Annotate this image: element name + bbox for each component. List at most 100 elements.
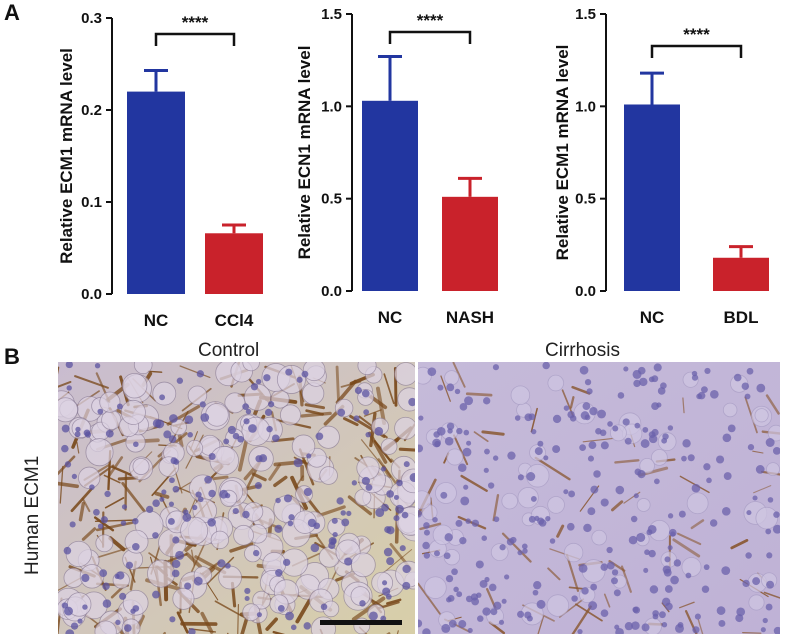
nucleus [455,519,463,527]
nucleus [75,426,81,432]
stain-streak [316,505,346,518]
nucleus [586,388,593,395]
nucleus [204,475,212,484]
hepatocyte [209,445,239,476]
nucleus [344,557,353,566]
nucleus [119,592,127,600]
nucleus [161,489,167,495]
category-label: NC [144,311,169,330]
hepatocyte [172,587,195,610]
nucleus [116,571,125,580]
nucleus [386,490,394,498]
nucleus [623,366,629,372]
hepatocyte [547,496,565,514]
significance-stars: **** [417,11,444,30]
nucleus [701,386,708,394]
stain-streak [176,611,189,634]
nucleus [510,536,517,544]
nucleus [64,461,72,468]
nucleus [741,382,750,390]
hepatocyte [446,448,464,466]
nucleus [384,526,392,534]
nucleus [169,616,176,623]
stain-streak [386,598,402,605]
nucleus [633,606,641,614]
nucleus [617,392,625,399]
hepatocyte [243,383,272,411]
nucleus [395,504,404,514]
significance-bracket [650,44,743,58]
category-label: NASH [446,308,494,327]
nucleus [290,624,297,631]
nucleus [116,403,123,410]
nucleus [121,504,128,510]
nucleus [667,513,674,519]
bar-nc [362,100,418,291]
nucleus [524,413,533,422]
nucleus [580,411,590,420]
nucleus [437,384,444,391]
nucleus [271,434,280,442]
stain-streak [107,456,124,478]
nucleus [283,494,292,503]
nucleus [600,609,609,618]
stain-streak [571,385,591,395]
nucleus [667,425,674,431]
hepatocyte [517,487,539,509]
nucleus [613,589,621,597]
nucleus [736,607,746,617]
nucleus [463,429,470,436]
nucleus [125,561,134,569]
nucleus [69,521,76,528]
hepatocyte [356,456,380,480]
nucleus [184,415,194,424]
nucleus [552,445,561,454]
stain-streak [154,491,170,499]
nucleus [65,362,73,369]
nucleus [755,465,765,474]
nucleus [163,430,172,439]
nucleus [336,497,344,505]
nucleus [440,491,448,499]
nucleus [418,444,424,453]
hepatocyte [766,462,780,477]
nucleus [501,598,507,604]
nucleus [612,425,619,432]
nucleus [152,532,159,539]
nucleus [84,431,92,438]
nucleus [691,374,699,381]
nucleus [133,441,139,448]
nucleus [61,424,70,433]
stain-streak [185,552,203,569]
bar-nc [624,104,680,291]
cirrhosis-title: Cirrhosis [545,340,620,361]
nucleus [651,402,660,411]
nucleus [451,568,458,576]
nucleus [124,624,132,632]
nucleus [721,507,731,516]
y-tick-label: 1.5 [575,6,596,23]
nucleus [328,536,337,545]
nucleus [644,549,650,556]
stain-streak [147,370,163,373]
stain-streak [418,582,441,615]
nucleus [381,503,389,512]
stain-streak [342,417,359,427]
nucleus [152,590,160,599]
hepatocyte [244,544,262,563]
nucleus [341,518,350,527]
nucleus [487,482,495,489]
stain-streak [575,603,603,622]
control-title: Control [198,340,260,361]
nucleus [255,455,263,463]
category-label: NC [378,308,403,327]
nucleus [703,564,710,571]
y-axis-label: Relative ECN1 mRNA level [295,46,314,260]
hepatocyte [78,466,101,489]
y-tick-label: 0.2 [81,102,102,119]
stain-streak [465,392,493,397]
nucleus [498,619,505,625]
stain-streak [690,519,705,530]
hepatocyte [319,466,338,485]
nucleus [641,623,650,632]
